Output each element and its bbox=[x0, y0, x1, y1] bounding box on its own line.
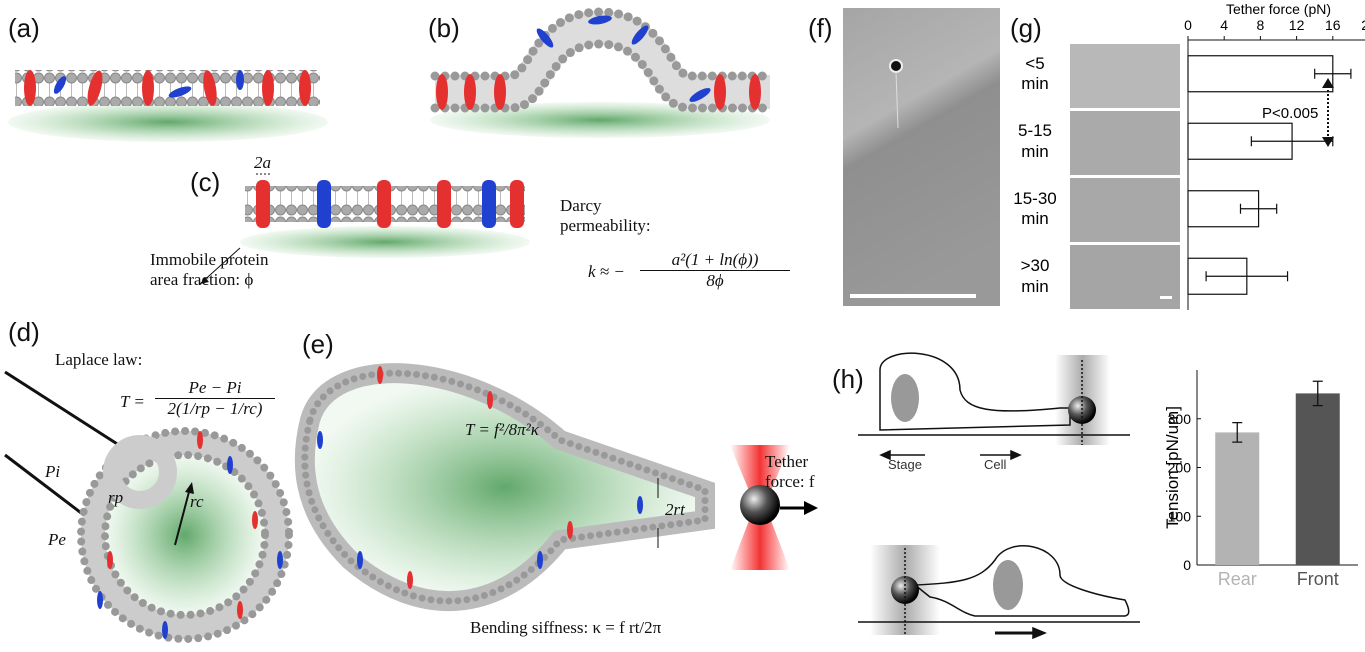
annotation: P<0.005 bbox=[1262, 105, 1318, 122]
figure: Tether force (pN)048121620P<0.005Tension… bbox=[0, 0, 1365, 652]
category-label: 15-30 min bbox=[1005, 189, 1065, 230]
category-label: <5 min bbox=[1005, 54, 1065, 95]
bar bbox=[1296, 393, 1340, 565]
x-tick-label: 0 bbox=[1184, 17, 1192, 33]
law-label: Laplace law: bbox=[55, 350, 142, 370]
panel-f-micrograph bbox=[843, 8, 1000, 306]
panel-e-cell bbox=[305, 366, 818, 601]
x-tick-label: Front bbox=[1297, 569, 1339, 589]
y-tick-label: 300 bbox=[1168, 411, 1192, 427]
panel-h-diagram bbox=[858, 353, 1140, 638]
darcy-label: Darcy permeability: bbox=[560, 196, 651, 235]
x-tick-label: 12 bbox=[1289, 17, 1305, 33]
category-label: 5-15 min bbox=[1005, 121, 1065, 162]
y-tick-label: 100 bbox=[1168, 508, 1192, 524]
bar bbox=[1188, 56, 1333, 92]
width-label: 2a bbox=[254, 153, 271, 173]
category-label: >30 min bbox=[1005, 256, 1065, 297]
panel-label: (e) bbox=[302, 330, 334, 360]
x-tick-label: 4 bbox=[1220, 17, 1228, 33]
bar bbox=[1215, 432, 1259, 565]
denominator: 2(1/rp − 1/rc) bbox=[155, 399, 275, 419]
panel-label: (g) bbox=[1010, 14, 1042, 44]
numerator: a²(1 + ln(ϕ)) bbox=[640, 250, 790, 271]
panel-b-membrane bbox=[430, 12, 770, 138]
pressure-label: Pe bbox=[48, 530, 66, 550]
panel-label: (f) bbox=[808, 14, 833, 44]
cell-label: Cell bbox=[984, 458, 1006, 473]
y-tick-label: 200 bbox=[1168, 460, 1192, 476]
panel-label: (a) bbox=[8, 14, 40, 44]
panel-label: (c) bbox=[190, 168, 220, 198]
equation: Bending siffness: κ = f rt/2π bbox=[470, 618, 661, 638]
axis-title: Tether force (pN) bbox=[1226, 1, 1331, 17]
x-tick-label: 8 bbox=[1257, 17, 1265, 33]
panel-label: (h) bbox=[832, 365, 864, 395]
y-tick-label: 0 bbox=[1183, 557, 1191, 573]
numerator: Pe − Pi bbox=[155, 378, 275, 399]
fraction-label: Immobile protein area fraction: ϕ bbox=[150, 250, 269, 289]
x-tick-label: 16 bbox=[1325, 17, 1341, 33]
panel-a-membrane bbox=[8, 69, 328, 142]
pressure-label: Pi bbox=[45, 462, 60, 482]
stage-label: Stage bbox=[888, 458, 922, 473]
radius-label: rp bbox=[108, 488, 123, 508]
force-label: Tether force: f bbox=[765, 452, 815, 491]
panel-label: (b) bbox=[428, 14, 460, 44]
radius-label: rc bbox=[190, 492, 204, 512]
panel-g-micrographs bbox=[1070, 44, 1180, 309]
x-tick-label: Rear bbox=[1218, 569, 1257, 589]
equation: T = f²/8π²κ bbox=[465, 420, 539, 440]
equation: a²(1 + ln(ϕ))8ϕ bbox=[640, 250, 790, 290]
denominator: 8ϕ bbox=[640, 271, 790, 291]
x-tick-label: 20 bbox=[1361, 17, 1365, 33]
arrow-head bbox=[1322, 137, 1334, 147]
equation: T = bbox=[120, 392, 145, 412]
figure-drawing: Tether force (pN)048121620P<0.005Tension… bbox=[0, 0, 1365, 652]
radius-label: 2rt bbox=[665, 500, 685, 520]
equation: k ≈ − bbox=[588, 262, 625, 282]
panel-label: (d) bbox=[8, 318, 40, 348]
